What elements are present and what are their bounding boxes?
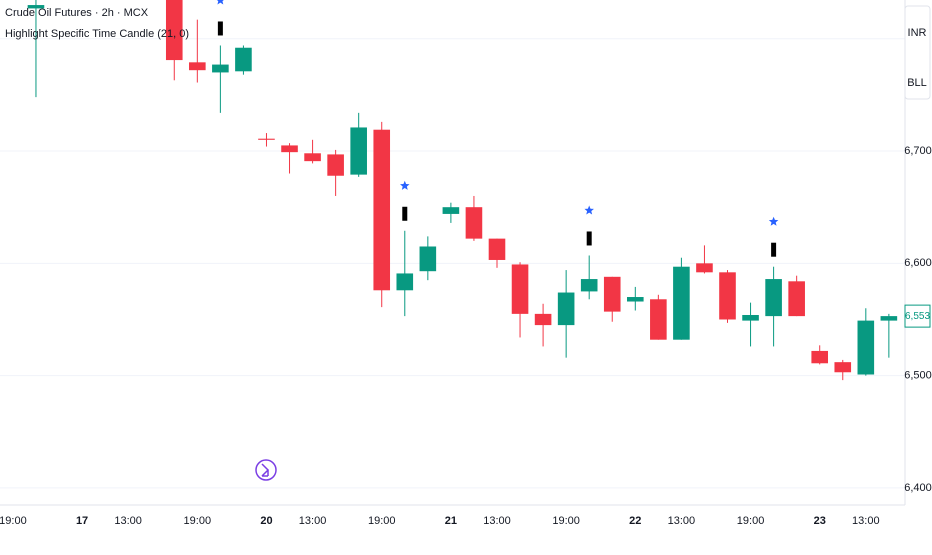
candle-body [557,292,575,326]
candle-body [165,0,183,61]
candle-body [534,313,552,326]
x-tick-label: 13:00 [483,515,511,527]
x-tick-label: 22 [629,515,641,527]
y-tick-label: 6,600 [904,257,932,269]
candle-body [258,138,275,140]
x-tick-label: 19:00 [184,515,212,527]
candle-body [765,279,782,317]
candle-body [650,299,667,340]
x-tick-label: 13:00 [668,515,696,527]
x-tick-label: 23 [814,515,826,527]
x-tick-label: 17 [76,515,88,527]
candle-body [350,127,367,175]
highlight-marker [217,21,223,36]
candle-body [857,320,875,375]
candle-body [189,62,206,71]
highlight-star [400,180,410,190]
currency-button[interactable]: INR [908,27,927,39]
go-to-date-icon[interactable] [255,459,277,481]
candle-body [304,153,321,162]
x-tick-label: 13:00 [299,515,327,527]
icon-circle[interactable] [255,459,277,481]
candle-body [235,47,252,72]
candle-body [327,154,344,176]
candle-body [742,314,759,321]
y-tick-label: 6,400 [904,482,932,494]
last-price-box [904,304,931,328]
candle-body [27,5,45,9]
grid [0,38,905,489]
candles [27,0,898,381]
x-tick-label: 13:00 [114,515,142,527]
candle-body [281,145,298,153]
indicator-label: Highlight Specific Time Candle (21, 0) [5,28,189,40]
x-tick-label: 19:00 [552,515,580,527]
x-tick-label: 19:00 [368,515,396,527]
x-tick-label: 13:00 [852,515,880,527]
y-tick-label: 6,500 [904,370,932,382]
candle-body [673,266,690,340]
highlight-marker [771,242,777,257]
scale-buttons[interactable] [904,5,931,100]
candle-body [488,238,506,260]
x-tick-label: 21 [445,515,457,527]
candle-body [442,207,460,214]
icon-arrow[interactable] [261,463,270,477]
candle-body [696,263,713,273]
candle-body [511,264,529,314]
candle-body [373,129,391,291]
chart-title: Crude Oil Futures · 2h · MCX [5,7,149,19]
candle-body [396,273,414,291]
x-tick-label: 20 [260,515,272,527]
last-price-label: 6,553 [905,311,930,322]
candle-body [212,64,229,73]
x-tick-label: 19:00 [737,515,765,527]
candle-body [603,276,621,312]
candle-body [465,207,483,239]
unit-button[interactable]: BLL [907,77,927,89]
candle-body [580,279,598,292]
x-tick-label: 19:00 [0,515,27,527]
candle-body [719,272,736,320]
candle-body [834,362,852,373]
y-tick-label: 6,700 [904,145,932,157]
highlight-marker [402,206,408,221]
highlight-star [768,216,779,226]
candle-body [419,246,437,272]
candle-body [788,281,805,317]
highlight-star [584,205,594,215]
highlight-star [216,0,224,5]
axes: 6,400 6,500 6,600 6,700 19:00 17 13:00 19:00 20 1… [0,145,932,527]
highlight-marker [586,231,592,246]
candle-body [626,297,644,302]
candle-body [880,316,898,321]
candle-body [811,350,829,364]
